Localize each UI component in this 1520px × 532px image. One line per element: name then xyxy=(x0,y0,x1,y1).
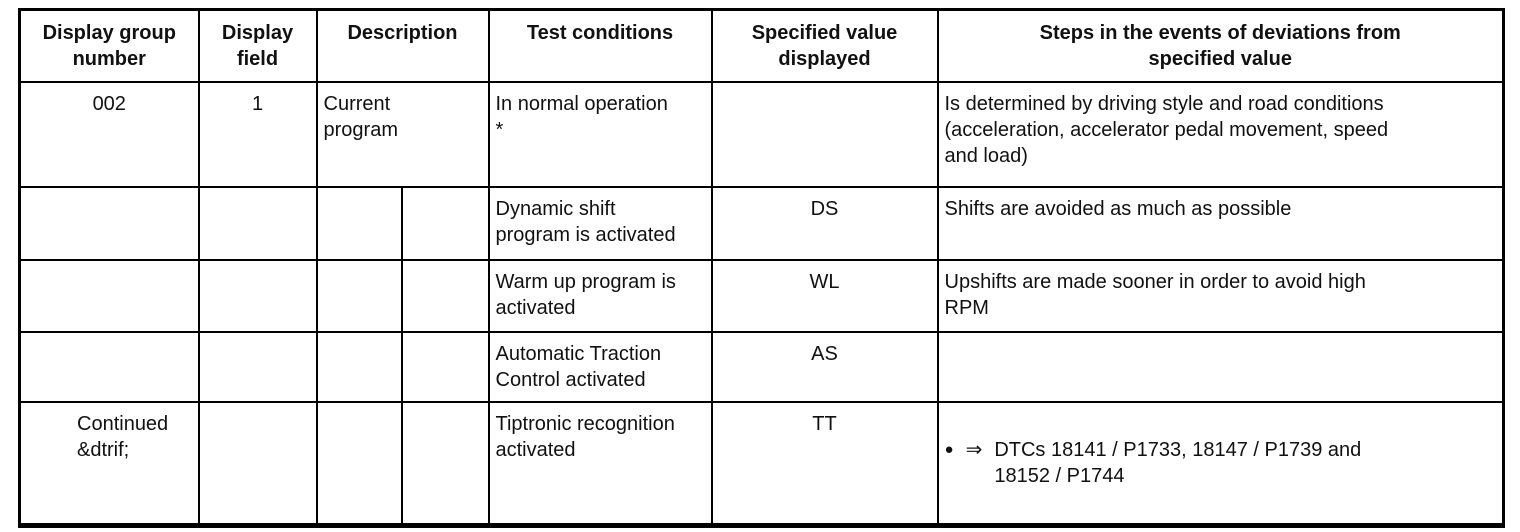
display-group-spec-table: Display group number Display field Descr… xyxy=(18,8,1505,528)
table-row: Automatic Traction Control activated AS xyxy=(18,330,1505,403)
col-header-display-field: Display field xyxy=(197,8,318,83)
cell-display-group-number: 002 xyxy=(18,80,200,188)
dtc-reference-line: ● ⇒ DTCs 18141 / P1733, 18147 / P1739 an… xyxy=(945,437,1497,489)
cell-description-a xyxy=(315,330,403,403)
col-header-specified-value: Specified value displayed xyxy=(710,8,939,83)
bullet-icon: ● xyxy=(944,440,954,458)
cell-deviation-steps xyxy=(936,330,1505,403)
cell-specified-value: WL xyxy=(710,258,939,333)
cell-display-group-number xyxy=(18,258,200,333)
cell-deviation-steps: ● ⇒ DTCs 18141 / P1733, 18147 / P1739 an… xyxy=(936,400,1505,527)
dtc-reference-text: DTCs 18141 / P1733, 18147 / P1739 and 18… xyxy=(994,438,1362,487)
cell-display-field: 1 xyxy=(197,80,318,188)
cell-test-conditions: Warm up program is activated xyxy=(487,258,713,333)
cell-specified-value: TT xyxy=(710,400,939,527)
cell-display-field xyxy=(197,330,318,403)
cell-test-conditions: Automatic Traction Control activated xyxy=(487,330,713,403)
cell-specified-value: AS xyxy=(710,330,939,403)
cell-test-conditions: Tiptronic recognition activated xyxy=(487,400,713,527)
double-arrow-icon: ⇒ xyxy=(965,438,983,461)
header-row: Display group number Display field Descr… xyxy=(18,8,1505,83)
cell-description-b xyxy=(400,258,490,333)
cell-description-a xyxy=(315,258,403,333)
cell-display-group-number xyxy=(18,185,200,261)
cell-display-field xyxy=(197,185,318,261)
cell-description: Current program xyxy=(315,80,490,188)
cell-display-group-number xyxy=(18,330,200,403)
cell-test-conditions: Dynamic shift program is activated xyxy=(487,185,713,261)
cell-description-b xyxy=(400,400,490,527)
col-header-description: Description xyxy=(315,8,490,83)
table-row: Continued &dtrif; Tiptronic recognition … xyxy=(18,400,1505,527)
cell-test-conditions: In normal operation * xyxy=(487,80,713,188)
cell-display-field xyxy=(197,400,318,527)
cell-specified-value: DS xyxy=(710,185,939,261)
cell-description-b xyxy=(400,330,490,403)
col-header-deviation-steps: Steps in the events of deviations from s… xyxy=(936,8,1505,83)
table-row: Warm up program is activated WL Upshifts… xyxy=(18,258,1505,333)
cell-description-b xyxy=(400,185,490,261)
cell-description-a xyxy=(315,400,403,527)
table-row: 002 1 Current program In normal operatio… xyxy=(18,80,1505,188)
cell-deviation-steps: Upshifts are made sooner in order to avo… xyxy=(936,258,1505,333)
col-header-test-conditions: Test conditions xyxy=(487,8,713,83)
cell-deviation-steps: Shifts are avoided as much as possible xyxy=(936,185,1505,261)
table-row: Dynamic shift program is activated DS Sh… xyxy=(18,185,1505,261)
cell-display-field xyxy=(197,258,318,333)
cell-display-group-number-continued: Continued &dtrif; xyxy=(18,400,200,527)
cell-deviation-steps: Is determined by driving style and road … xyxy=(936,80,1505,188)
cell-description-a xyxy=(315,185,403,261)
col-header-display-group-number: Display group number xyxy=(18,8,200,83)
cell-specified-value xyxy=(710,80,939,188)
